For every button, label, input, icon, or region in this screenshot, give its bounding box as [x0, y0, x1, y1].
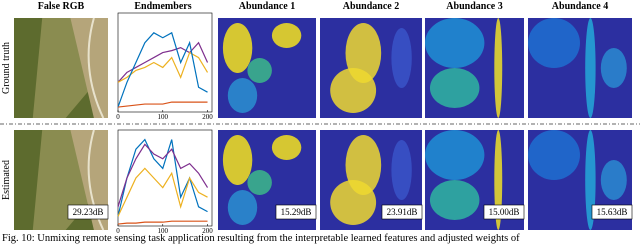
spectrum-line	[117, 220, 208, 225]
abundance-region	[585, 18, 596, 118]
psnr-box	[275, 204, 317, 220]
spectrum-line	[117, 167, 208, 217]
abundance-region	[600, 48, 627, 88]
spectrum-line	[117, 51, 209, 83]
column-title: Abundance 2	[343, 1, 399, 12]
river	[87, 17, 105, 119]
abundance-region	[425, 130, 485, 180]
river	[87, 129, 105, 231]
plot-frame	[117, 12, 213, 113]
column-title: Abundance 1	[239, 1, 295, 12]
psnr-label: 29.23dB	[73, 207, 104, 217]
abundance-region	[222, 23, 253, 73]
x-tick-label: 100	[158, 227, 169, 235]
abundance-region	[345, 135, 382, 195]
column-title: Abundance 3	[446, 1, 502, 12]
abundance-region	[425, 18, 485, 68]
psnr-label: 15.63dB	[597, 207, 628, 217]
abundance-region	[271, 135, 302, 160]
column-title: False RGB	[38, 1, 85, 12]
psnr-label: 23.91dB	[387, 207, 418, 217]
x-tick-label: 200	[202, 227, 213, 235]
image-panel	[425, 18, 524, 118]
x-tick-label: 100	[158, 113, 169, 121]
image-panel	[320, 130, 422, 230]
abundance-region	[600, 160, 627, 200]
psnr-label: 15.00dB	[489, 207, 520, 217]
abundance-region	[330, 180, 377, 225]
column-title: Abundance 4	[552, 1, 608, 12]
abundance-region	[227, 190, 258, 225]
psnr-box	[67, 204, 109, 220]
abundance-region	[345, 23, 382, 83]
image-panel	[14, 17, 108, 119]
image-panel	[528, 130, 632, 230]
row-label: Ground truth	[1, 42, 12, 94]
abundance-region	[330, 68, 377, 113]
plot-frame	[117, 129, 213, 227]
row-label: Estimated	[1, 160, 12, 200]
abundance-region	[222, 135, 253, 185]
abundance-region	[429, 68, 480, 108]
abundance-region	[247, 58, 272, 83]
spectrum-line	[117, 101, 208, 108]
psnr-label: 15.29dB	[281, 207, 312, 217]
abundance-region	[271, 23, 302, 48]
caption: Fig. 10: Unmixing remote sensing task ap…	[2, 233, 520, 244]
abundance-region	[247, 170, 272, 195]
abundance-region	[227, 78, 258, 113]
abundance-region	[391, 140, 412, 200]
image-panel	[320, 18, 422, 118]
x-tick-label: 200	[202, 113, 213, 121]
abundance-region	[494, 18, 503, 118]
psnr-box	[381, 204, 423, 220]
abundance-region	[528, 18, 580, 68]
abundance-region	[528, 130, 580, 180]
column-title: Endmembers	[134, 1, 191, 12]
psnr-box	[483, 204, 525, 220]
spectrum-line	[117, 143, 209, 207]
x-tick-label: 0	[116, 113, 120, 121]
image-panel	[528, 18, 632, 118]
psnr-box	[591, 204, 633, 220]
x-tick-label: 0	[116, 227, 120, 235]
spectrum-line	[117, 31, 208, 108]
image-panel	[218, 18, 316, 118]
abundance-region	[391, 28, 412, 88]
abundance-region	[429, 180, 480, 220]
spectrum-line	[117, 138, 208, 217]
